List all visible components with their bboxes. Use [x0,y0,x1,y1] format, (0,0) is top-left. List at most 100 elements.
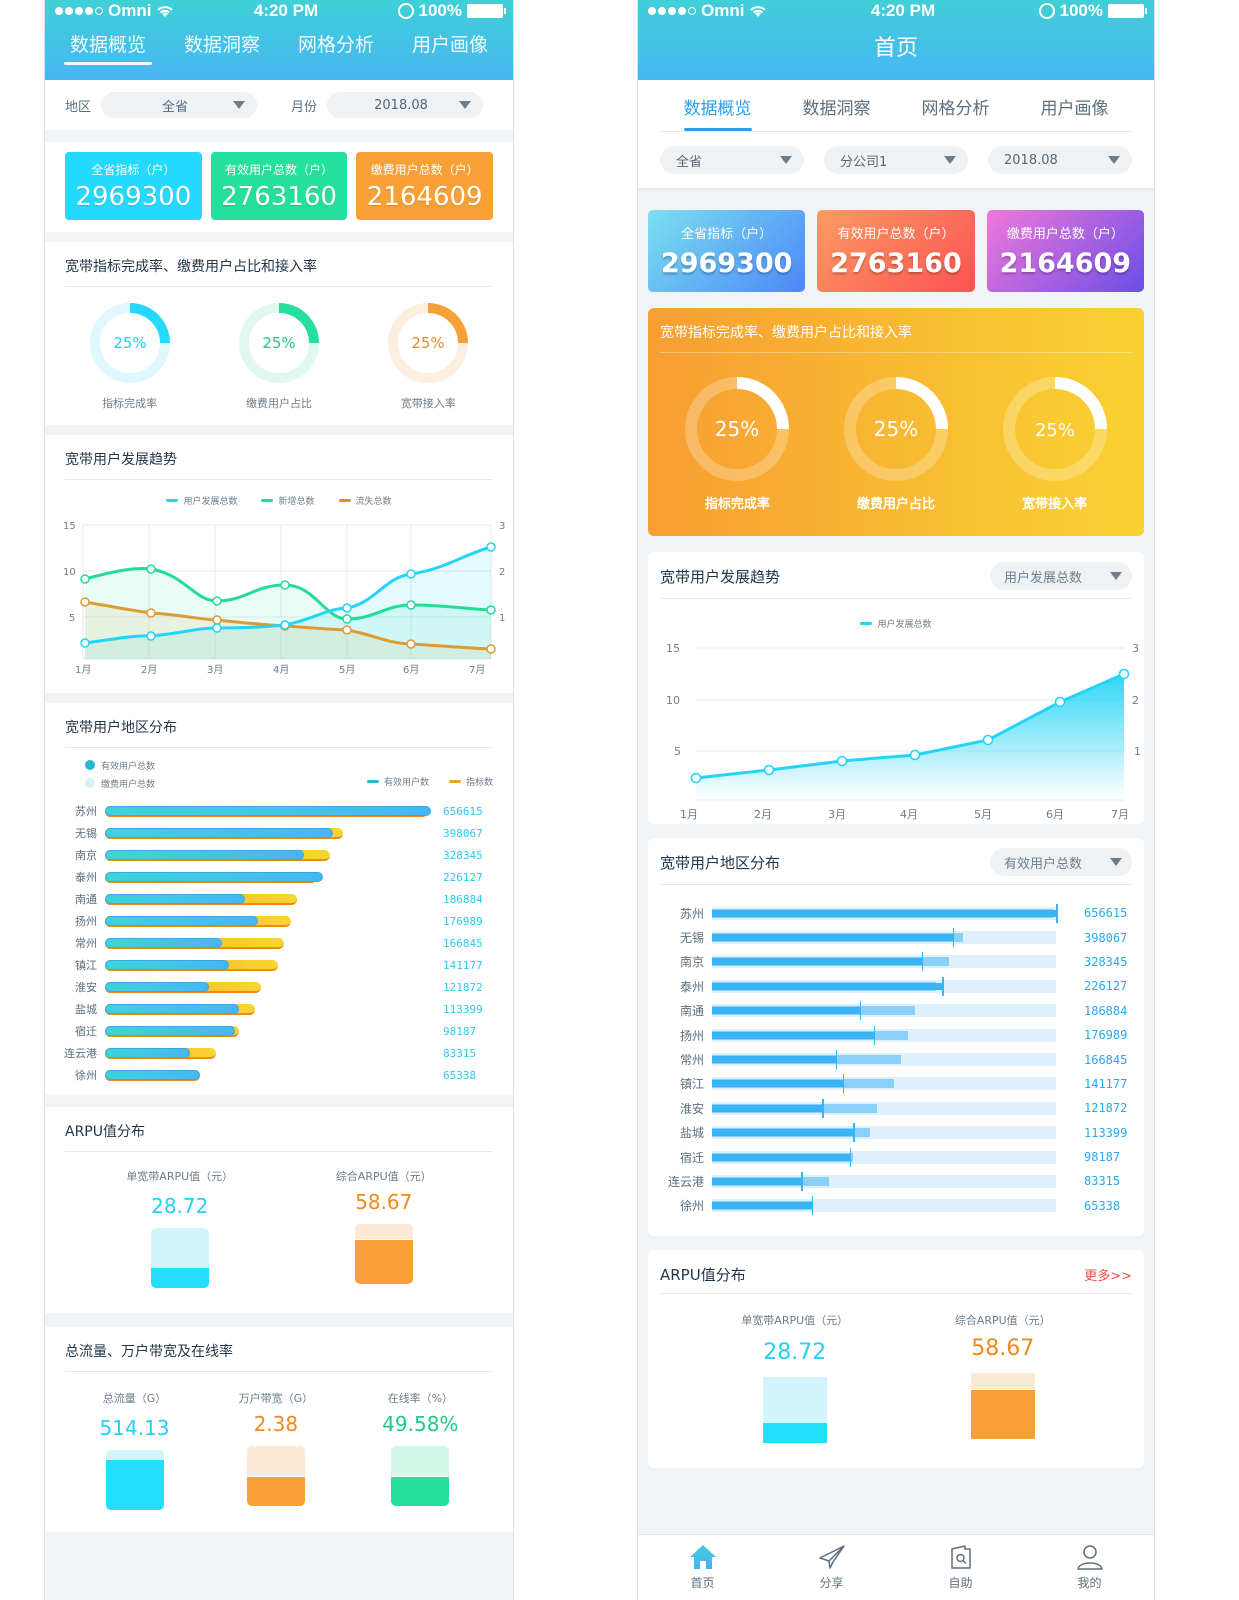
bar-track [712,1171,1056,1191]
active-bar [105,1025,236,1036]
tab-mine[interactable]: 我的 [1076,1544,1104,1591]
tab-self-service[interactable]: 自助 [947,1544,975,1591]
rate-ring-completion[interactable]: 25% 指标完成率 [88,301,172,411]
region-value: 全省 [162,99,189,115]
trend-series-select[interactable]: 用户发展总数 [990,562,1132,590]
arpu-value: 58.67 [971,1336,1035,1361]
tab-user-profile[interactable]: 用户画像 [411,34,488,56]
region-bullet-row[interactable]: 扬州 176989 [648,1023,1144,1047]
checkbox-active-users[interactable]: 有效用户总数 [85,756,155,774]
region-bar-row[interactable]: 盐城 113399 [45,998,513,1020]
tab-data-overview[interactable]: 数据概览 [63,30,153,65]
region-bar-row[interactable]: 南京 328345 [45,844,513,866]
region-bar-row[interactable]: 徐州 65338 [45,1064,513,1086]
region-bullet-row[interactable]: 苏州 656615 [648,901,1144,925]
tab-data-insight[interactable]: 数据洞察 [183,34,260,56]
region-bar-row[interactable]: 淮安 121872 [45,976,513,998]
tab-label: 首页 [690,1576,715,1590]
region-bullet-row[interactable]: 连云港 83315 [648,1169,1144,1193]
kpi-card-paying-users[interactable]: 缴费用户总数（户） 2164609 [356,152,494,220]
province-select[interactable]: 全省 [660,146,804,174]
rate-ring-completion[interactable]: 25% 指标完成率 [683,375,791,512]
rotation-lock-icon [397,3,414,19]
region-bullet-row[interactable]: 淮安 121872 [648,1096,1144,1120]
active-bar [712,1153,850,1161]
active-bar [712,1031,874,1039]
kpi-card-active-users[interactable]: 有效用户总数（户） 2763160 [210,152,348,220]
active-bar [105,915,259,926]
kpi-card-paying-users[interactable]: 缴费用户总数（户） 2164609 [986,210,1144,292]
region-select[interactable]: 全省 [101,92,258,118]
region-bullet-row[interactable]: 常州 166845 [648,1047,1144,1071]
region-bar-list: 苏州 656615 无锡 398067 南京 328345 泰州 226127 南通 186884… [45,796,513,1086]
kpi-label: 全省指标（户） [681,227,773,242]
tab-share[interactable]: 分享 [818,1544,846,1591]
battery-icon [1108,4,1147,18]
region-bar-row[interactable]: 苏州 656615 [45,800,513,822]
kpi-card-province-target[interactable]: 全省指标（户） 2969300 [65,152,202,220]
tab-grid-analysis[interactable]: 网格分析 [297,34,374,56]
region-value: 166845 [1084,1052,1128,1067]
tab-home[interactable]: 首页 [689,1544,717,1591]
region-bullet-row[interactable]: 南通 186884 [648,999,1144,1023]
region-metric-select[interactable]: 有效用户总数 [990,848,1132,876]
checkbox-paying-users[interactable]: 缴费用户总数 [85,774,155,792]
region-bar-row[interactable]: 扬州 176989 [45,910,513,932]
region-bullet-row[interactable]: 徐州 65338 [648,1194,1144,1218]
month-select[interactable]: 2018.08 [327,92,484,118]
traffic-online-rate: 在线率（%） 49.58% [382,1390,458,1510]
ring-label: 宽带接入率 [1022,497,1088,512]
region-bar-row[interactable]: 连云港 83315 [45,1042,513,1064]
branch-select[interactable]: 分公司1 [824,146,968,174]
region-bar-row[interactable]: 南通 186884 [45,888,513,910]
traffic-bandwidth: 万户带宽（G） 2.38 [239,1390,313,1510]
region-bar-row[interactable]: 泰州 226127 [45,866,513,888]
region-value: 398067 [443,826,483,840]
top-tabs: 数据概览 数据洞察 网格分析 用户画像 [638,80,1154,131]
region-name: 盐城 [75,1003,97,1016]
arpu-single: 单宽带ARPU值（元） 28.72 [126,1168,233,1288]
region-name: 连云港 [667,1174,704,1189]
region-bullet-row[interactable]: 镇江 141177 [648,1072,1144,1096]
svg-text:3月: 3月 [828,808,846,821]
region-bullet-row[interactable]: 南京 328345 [648,950,1144,974]
tab-grid-analysis[interactable]: 网格分析 [921,99,990,119]
month-select[interactable]: 2018.08 [988,146,1132,174]
region-bar-row[interactable]: 镇江 141177 [45,954,513,976]
svg-text:7月: 7月 [469,664,485,676]
card-title: ARPU值分布 [660,1266,746,1284]
rate-ring-paying[interactable]: 25% 缴费用户占比 [842,375,950,512]
legend-item[interactable]: 用户发展总数 [166,494,237,507]
chart-legend: 用户发展总数 [648,617,1144,630]
rate-ring-access[interactable]: 25% 宽带接入率 [386,301,470,411]
region-name: 常州 [75,937,97,950]
region-bullet-row[interactable]: 宿迁 98187 [648,1145,1144,1169]
legend-item[interactable]: 有效用户数 [366,775,429,788]
wifi-icon [157,6,174,17]
region-bar-row[interactable]: 常州 166845 [45,932,513,954]
region-bar-row[interactable]: 宿迁 98187 [45,1020,513,1042]
region-bullet-row[interactable]: 泰州 226127 [648,974,1144,998]
region-value: 328345 [443,848,483,862]
active-bar [105,893,246,904]
legend-item[interactable]: 新增总数 [261,494,315,507]
legend-item[interactable]: 指标数 [448,775,493,788]
region-value: 65338 [1084,1198,1121,1213]
svg-text:2: 2 [499,567,505,578]
kpi-card-active-users[interactable]: 有效用户总数（户） 2763160 [817,210,975,292]
tab-user-profile[interactable]: 用户画像 [1040,99,1109,119]
rate-ring-paying[interactable]: 25% 缴费用户占比 [237,301,321,411]
more-link[interactable]: 更多>> [1084,1269,1132,1284]
tab-data-insight[interactable]: 数据洞察 [802,99,871,119]
region-bullet-row[interactable]: 盐城 113399 [648,1121,1144,1145]
legend-item[interactable]: 流失总数 [338,494,392,507]
region-value: 176989 [1084,1028,1128,1043]
rates-card: 宽带指标完成率、缴费用户占比和接入率 25% 指标完成率 25% 缴费用户占比 [648,308,1144,536]
kpi-label: 有效用户总数（户） [225,162,334,177]
region-bullet-row[interactable]: 无锡 398067 [648,925,1144,949]
tab-data-overview[interactable]: 数据概览 [683,94,752,131]
legend-item[interactable]: 用户发展总数 [860,617,932,630]
rate-ring-access[interactable]: 25% 宽带接入率 [1001,375,1109,512]
region-bar-row[interactable]: 无锡 398067 [45,822,513,844]
kpi-card-province-target[interactable]: 全省指标（户） 2969300 [648,210,806,292]
